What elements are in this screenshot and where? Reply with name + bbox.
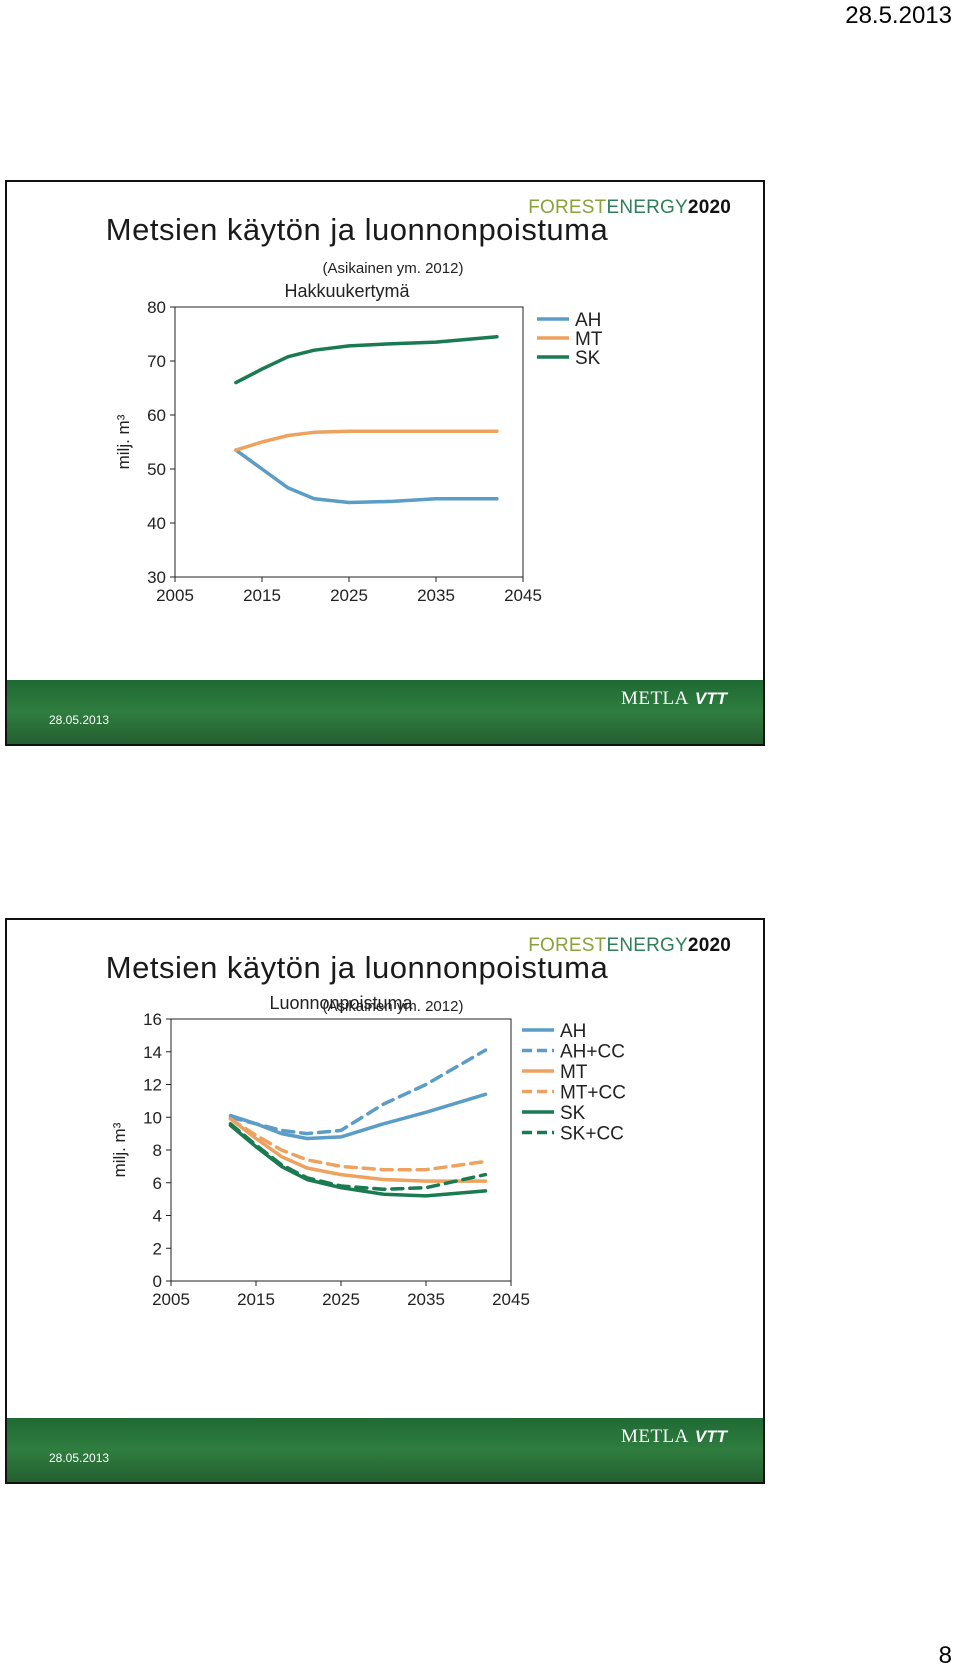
metla-logo: METLA (620, 688, 689, 709)
forestenergy-logo: FORESTENERGY2020 (528, 197, 731, 219)
series-line-mt (234, 429, 499, 452)
x-tick-label: 2035 (417, 586, 455, 605)
slide-subtitle: (Asikainen ym. 2012) (322, 998, 464, 1015)
brand-year: 2020 (687, 935, 731, 956)
slide-footer: 28.05.2013 METLA VTT (7, 680, 763, 744)
series-line-sk (234, 334, 499, 385)
brand-forest: FOREST (528, 197, 607, 218)
legend-label: SK+CC (560, 1124, 624, 1145)
series-line-ah (228, 1092, 488, 1141)
chart-title: Hakkuukertymä (284, 281, 410, 301)
slide-footer: 28.05.2013 METLA VTT (7, 1418, 763, 1482)
x-tick-label: 2015 (243, 586, 281, 605)
series-line-sk-cc (228, 1122, 488, 1192)
legend-label: MT+CC (560, 1083, 626, 1104)
y-tick-label: 12 (143, 1076, 162, 1095)
page-number: 8 (938, 1642, 952, 1669)
legend-label: MT (560, 1062, 588, 1083)
legend-label: AH (560, 1021, 586, 1042)
y-tick-label: 80 (147, 298, 166, 317)
y-tick-label: 14 (143, 1043, 162, 1062)
forestenergy-logo: FORESTENERGY2020 (528, 935, 731, 957)
page-date: 28.5.2013 (845, 2, 952, 29)
series-line-ah-cc (228, 1048, 488, 1136)
chart-luonnonpoistuma: Luonnonpoistuma 0 2 4 6 8 10 12 14 16 2005 2015 2025… (110, 993, 626, 1309)
y-tick-label: 60 (147, 406, 166, 425)
partner-logos: METLA VTT (621, 1426, 727, 1448)
y-tick-label: 8 (153, 1141, 162, 1160)
series-line-mt (228, 1117, 488, 1183)
partner-logos: METLA VTT (621, 688, 727, 710)
y-tick-label: 0 (153, 1272, 162, 1291)
brand-year: 2020 (687, 197, 731, 218)
brand-forest: FOREST (528, 935, 607, 956)
vtt-logo: VTT (694, 689, 727, 708)
slide-luonnonpoistuma: FORESTENERGY2020 Metsien käytön ja luonn… (5, 918, 765, 1484)
y-tick-label: 40 (147, 514, 166, 533)
x-tick-label: 2005 (156, 586, 194, 605)
x-tick-label: 2015 (237, 1290, 275, 1309)
plot-frame (170, 1018, 512, 1282)
slide-hakkuukertyma: FORESTENERGY2020 Metsien käytön ja luonn… (5, 180, 765, 746)
series-line-sk (228, 1123, 488, 1198)
y-tick-label: 70 (147, 352, 166, 371)
y-tick-label: 50 (147, 460, 166, 479)
chart-title: Luonnonpoistuma (269, 993, 413, 1013)
legend-label: MT (575, 329, 603, 350)
x-tick-label: 2005 (152, 1290, 190, 1309)
y-tick-label: 10 (143, 1108, 162, 1127)
chart-hakkuukertyma: Hakkuukertymä 30 40 50 60 70 80 2005 2015 2025 203… (114, 281, 603, 605)
legend-label: AH (575, 310, 601, 331)
series-line-mt-cc (228, 1117, 488, 1172)
x-tick-label: 2045 (504, 586, 542, 605)
x-tick-label: 2025 (322, 1290, 360, 1309)
y-axis-label: milj. m³ (110, 1122, 129, 1177)
slide-title: Metsien käytön ja luonnonpoistuma (105, 212, 609, 247)
brand-energy: ENERGY (606, 197, 688, 218)
y-tick-label: 6 (153, 1174, 162, 1193)
slide-subtitle: (Asikainen ym. 2012) (322, 260, 464, 277)
y-axis-label: milj. m³ (114, 414, 133, 469)
footer-date: 28.05.2013 (49, 1451, 110, 1465)
y-tick-label: 4 (153, 1207, 162, 1226)
x-tick-label: 2035 (407, 1290, 445, 1309)
legend-label: SK (575, 348, 601, 369)
legend-label: AH+CC (560, 1042, 625, 1063)
legend-label: SK (560, 1103, 586, 1124)
y-tick-label: 2 (153, 1239, 162, 1258)
vtt-logo: VTT (694, 1427, 727, 1446)
series-line-ah (234, 448, 499, 505)
x-tick-label: 2045 (492, 1290, 530, 1309)
brand-energy: ENERGY (606, 935, 688, 956)
y-tick-label: 16 (143, 1010, 162, 1029)
y-tick-label: 30 (147, 568, 166, 587)
x-tick-label: 2025 (330, 586, 368, 605)
footer-date: 28.05.2013 (49, 713, 110, 727)
slide-title: Metsien käytön ja luonnonpoistuma (105, 950, 609, 985)
metla-logo: METLA (620, 1426, 689, 1447)
